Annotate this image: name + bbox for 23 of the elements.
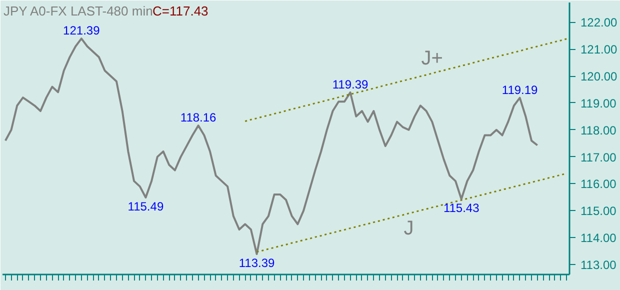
annotation: J+ [421,47,443,70]
y-tick-label: 117.00 [580,150,617,164]
annotation: 121.39 [63,24,100,38]
annotation: 119.19 [502,82,538,97]
y-tick-label: 118.00 [580,123,617,138]
y-tick-label: 116.00 [580,177,617,192]
line-series [244,38,568,122]
line-series [4,38,538,256]
annotation: C=117.43 [152,4,208,18]
y-tick-label: 122.00 [580,16,618,30]
y-tick-label: 121.00 [580,42,618,57]
y-tick-label: 114.00 [580,231,617,246]
y-tick-label: 115.00 [580,204,617,218]
annotation: J [404,217,414,240]
annotation: 118.16 [180,110,217,125]
annotation: 115.49 [128,199,164,214]
chart-title: JPY A0-FX LAST-480 min [4,4,153,18]
annotation: 113.39 [238,256,276,270]
y-tick-label: 119.00 [580,96,617,110]
y-tick-label: 120.00 [580,70,618,84]
y-tick-label: 113.00 [580,258,617,272]
annotation: 115.43 [443,201,480,216]
annotation: 119.39 [332,77,369,92]
